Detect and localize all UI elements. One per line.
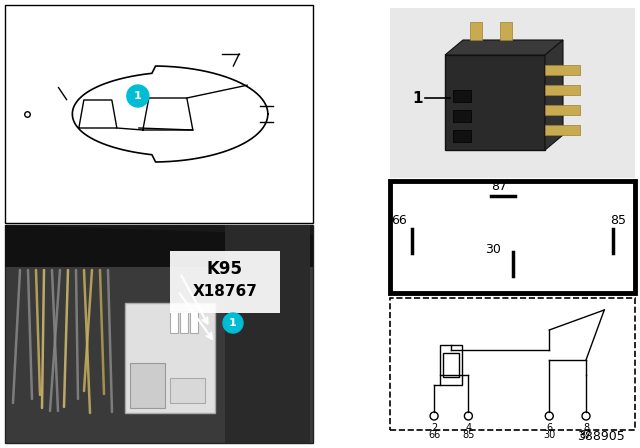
- Bar: [190, 311, 198, 333]
- Polygon shape: [5, 225, 313, 267]
- Bar: [225, 225, 310, 443]
- Bar: [545, 125, 580, 135]
- Bar: [390, 181, 635, 293]
- Bar: [545, 105, 580, 115]
- Polygon shape: [545, 40, 563, 150]
- Text: 4: 4: [465, 423, 472, 433]
- Bar: [440, 345, 462, 385]
- Polygon shape: [445, 40, 563, 55]
- Bar: [390, 8, 635, 178]
- Bar: [453, 90, 471, 102]
- Text: 66: 66: [428, 430, 440, 440]
- Bar: [180, 311, 188, 333]
- Bar: [453, 130, 471, 142]
- Text: 30: 30: [543, 430, 556, 440]
- Bar: [125, 303, 215, 413]
- Text: 30: 30: [484, 243, 500, 256]
- Text: 2: 2: [431, 423, 437, 433]
- Bar: [444, 353, 460, 377]
- Circle shape: [127, 85, 149, 107]
- Bar: [5, 5, 313, 223]
- Bar: [500, 22, 512, 40]
- Circle shape: [223, 313, 243, 333]
- Bar: [445, 55, 545, 150]
- Bar: [170, 378, 205, 403]
- Bar: [5, 225, 313, 267]
- Text: 85: 85: [462, 430, 475, 440]
- Text: 1: 1: [413, 90, 423, 105]
- Bar: [170, 311, 178, 333]
- Text: 87: 87: [580, 430, 592, 440]
- Bar: [453, 110, 471, 122]
- Bar: [170, 251, 280, 313]
- Bar: [545, 85, 580, 95]
- Text: 8: 8: [583, 423, 589, 433]
- Text: 87: 87: [491, 180, 507, 193]
- Text: 1: 1: [229, 318, 237, 328]
- Text: 85: 85: [610, 214, 626, 227]
- Bar: [390, 298, 635, 430]
- Text: 66: 66: [391, 214, 407, 227]
- Bar: [545, 65, 580, 75]
- Bar: [5, 225, 313, 443]
- Bar: [130, 363, 165, 408]
- Text: K95: K95: [207, 260, 243, 278]
- Bar: [470, 22, 482, 40]
- Text: 388905: 388905: [577, 430, 625, 443]
- Text: 6: 6: [546, 423, 552, 433]
- Text: X18767: X18767: [193, 284, 257, 298]
- Text: 1: 1: [134, 91, 141, 101]
